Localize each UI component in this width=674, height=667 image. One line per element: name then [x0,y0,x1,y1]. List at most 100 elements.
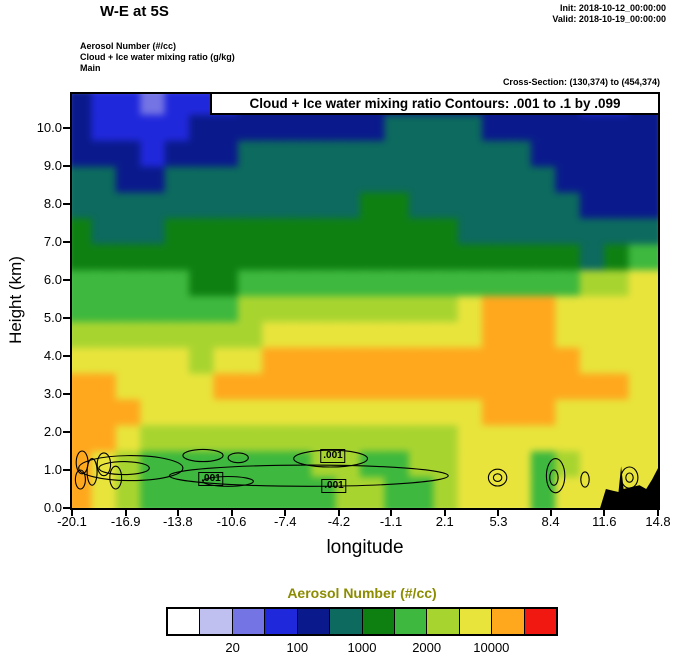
x-tick-mark [443,510,446,516]
y-tick-label: 1.0 [43,461,62,477]
contour-line [492,473,503,482]
x-tick-mark [284,510,287,516]
y-tick-label: 4.0 [43,347,62,363]
cross-section-label: Cross-Section: (130,374) to (454,374) [502,77,660,87]
contour-line [75,450,89,475]
page-title: W-E at 5S [100,3,169,20]
heatmap-svg [72,94,658,508]
contour-line [182,448,224,463]
contour-line [109,465,123,490]
legend-title: Aerosol Number (#/cc) [287,585,437,601]
legend-color-segment [393,609,427,634]
contour-line [78,455,184,482]
contour-line [293,449,369,468]
legend-tick-label: 1000 [347,640,377,655]
legend-color-segment [168,609,200,634]
x-tick-label: 14.8 [645,514,671,529]
y-tick-mark [63,507,70,509]
contour-line [202,475,254,487]
y-tick-label: 0.0 [43,500,62,515]
y-axis-title: Height (km) [6,256,25,344]
field-line-aerosol: Aerosol Number (#/cc) [80,41,177,51]
heatmap-cells [72,94,658,508]
legend-tick-label: 2000 [412,640,442,655]
x-tick-mark [230,510,233,516]
x-axis-title: longitude [326,537,404,558]
x-tick-label: 5.3 [489,514,508,529]
x-tick-mark [124,510,127,516]
terrain-silhouette [600,466,658,508]
contour-line [96,452,112,477]
x-tick-mark [549,510,552,516]
contour-line [227,452,249,464]
legend-colorbar [166,607,558,636]
x-tick-mark [176,510,179,516]
y-tick-mark [63,126,70,129]
x-tick-mark [71,510,73,516]
x-tick-mark [390,510,393,516]
contour-line [545,458,566,494]
x-tick-label: -16.9 [110,514,141,529]
legend-tick-label: 20 [225,640,240,655]
init-time-label: Init: 2018-10-12_00:00:00 [559,3,666,13]
legend-color-segment [329,609,362,634]
y-tick-mark [63,278,70,281]
y-tick-label: 2.0 [43,423,62,439]
x-tick-label: -20.1 [57,514,87,529]
contour-label: .001 [198,472,224,486]
contour-line [487,468,508,487]
contour-line [580,471,590,488]
valid-time-label: Valid: 2018-10-19_00:00:00 [552,14,666,24]
legend-color-segment [491,609,524,634]
y-tick-mark [63,392,70,395]
contour-line [625,472,634,483]
legend-color-segment [458,609,492,634]
y-tick-label: 9.0 [43,157,62,173]
x-tick-label: -1.1 [379,514,403,529]
y-tick-mark [63,316,70,319]
x-tick-label: 11.6 [592,514,617,529]
contour-line [549,469,559,486]
run-times: Init: 2018-10-12_00:00:00 Valid: 2018-10… [552,3,666,25]
y-tick-mark [63,164,70,167]
y-tick-mark [63,354,70,357]
y-tick-mark [63,240,70,243]
legend-tick-label: 10000 [473,640,510,655]
legend-color-segment [296,609,330,634]
y-tick-label: 3.0 [43,385,62,401]
x-tick-label: 2.1 [435,514,454,529]
x-tick-label: 8.4 [541,514,560,529]
legend-color-segment [231,609,265,634]
contour-line [86,458,98,486]
contour-line [74,469,86,490]
x-tick-mark [337,510,340,516]
legend-color-segment [199,609,232,634]
field-descriptions: Aerosol Number (#/cc) Cloud + Ice water … [80,41,235,74]
legend-tick-label: 100 [286,640,309,655]
legend-color-segment [523,609,557,634]
y-tick-label: 5.0 [43,309,62,325]
legend-color-segment [264,609,297,634]
contour-label: .001 [320,449,346,463]
x-tick-label: -7.4 [274,514,297,529]
plot-title: Cloud + Ice water mixing ratio Contours:… [249,96,621,111]
y-tick-mark [63,430,70,433]
contour-line [620,466,639,489]
y-tick-label: 10.0 [36,119,62,135]
y-tick-mark [63,468,70,471]
legend-color-segment [426,609,459,634]
x-tick-mark [497,510,500,516]
x-tick-mark [603,510,606,516]
overlays [74,448,658,508]
x-tick-label: -4.2 [327,514,351,529]
y-tick-label: 8.0 [43,195,62,211]
plot-title-box: Cloud + Ice water mixing ratio Contours:… [210,94,658,115]
y-tick-label: 6.0 [43,271,62,287]
x-tick-label: -13.8 [162,514,193,529]
y-tick-mark [63,202,70,205]
contour-label: .001 [321,479,347,493]
contour-line [98,461,150,476]
x-tick-label: -10.6 [216,514,247,529]
x-tick-mark [657,510,659,516]
